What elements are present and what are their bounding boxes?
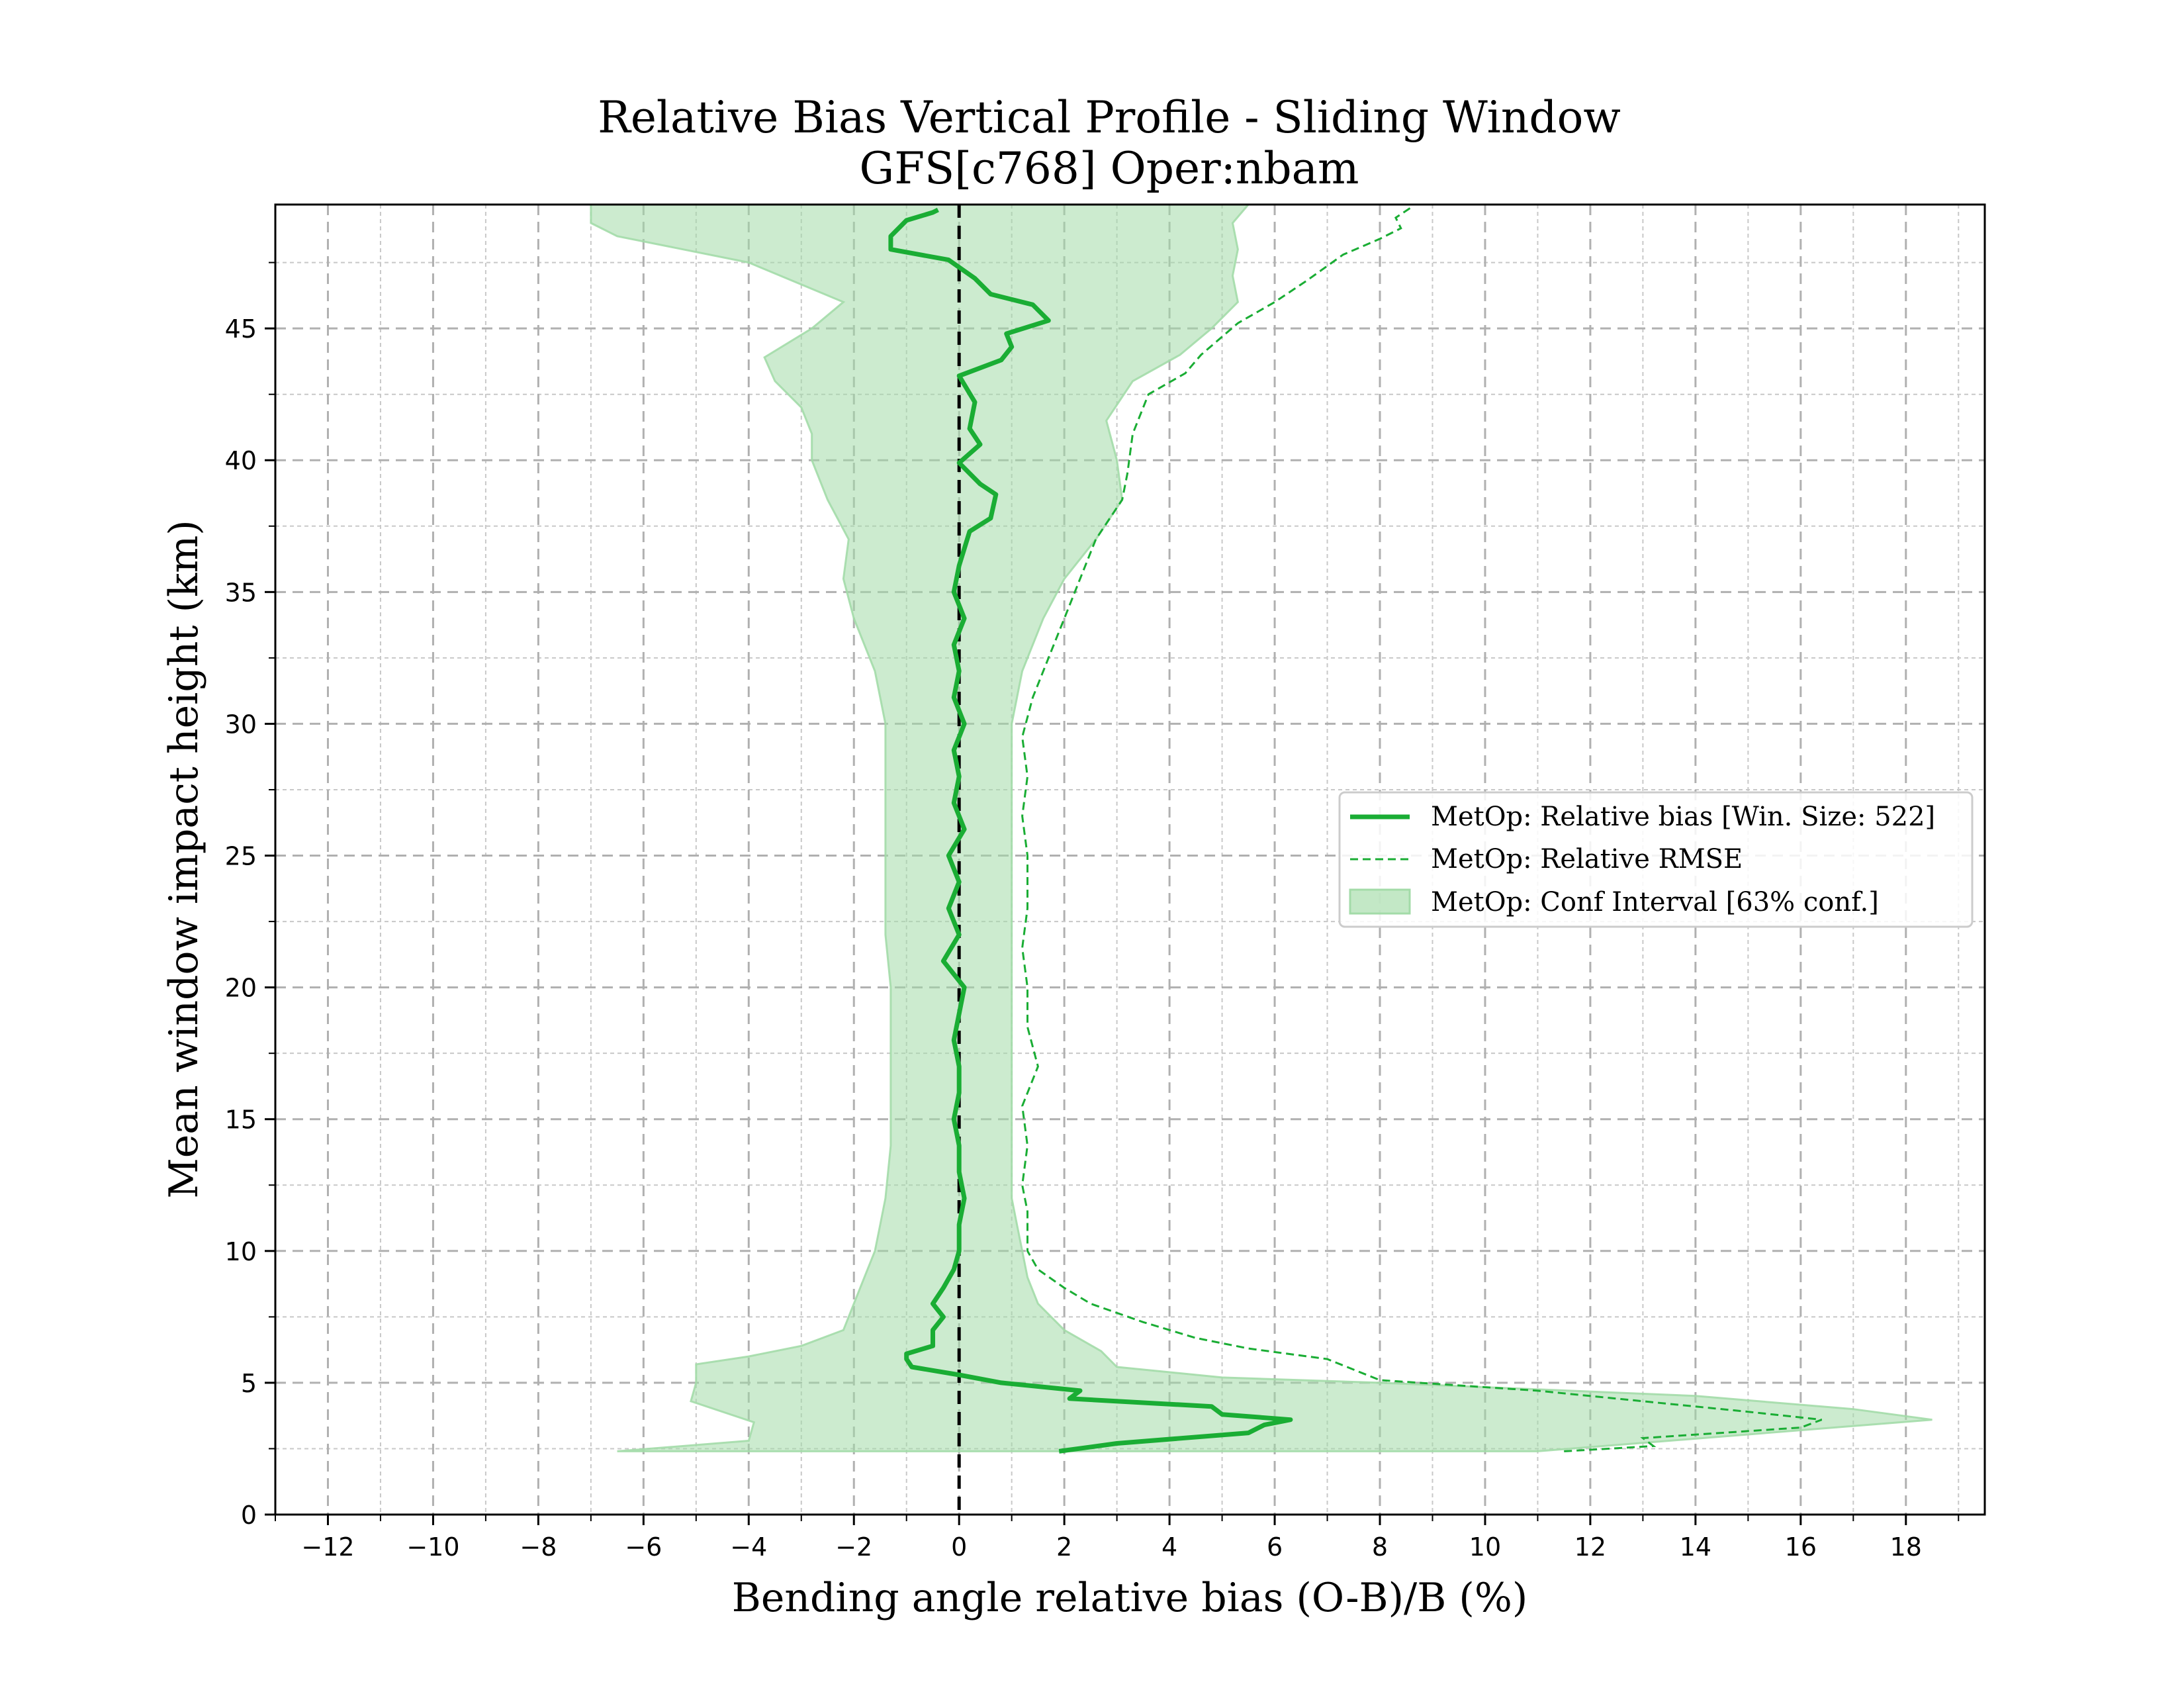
y-tick-label: 20 [225, 974, 257, 1003]
legend-ci-swatch [1349, 888, 1411, 915]
relative-bias-line [888, 207, 1293, 1454]
y-axis-label: Mean window impact height (km) [161, 520, 207, 1198]
y-tick-label: 10 [225, 1237, 257, 1266]
x-tick-label: −10 [406, 1532, 459, 1562]
minor-grid [269, 205, 1985, 1521]
x-tick-label: 14 [1680, 1532, 1711, 1562]
y-tick-label: 40 [225, 446, 257, 475]
x-tick-label: 12 [1574, 1532, 1606, 1562]
legend-box [1338, 791, 1974, 928]
legend: MetOp: Relative bias [Win. Size: 522] Me… [1338, 791, 1974, 928]
x-axis-ticks: −12 −10 −8 −6 −4 −2 0 2 4 6 8 10 12 14 16 18 [301, 1515, 1922, 1562]
relative-rmse-line [1021, 206, 1823, 1452]
x-tick-label: 2 [1056, 1532, 1072, 1562]
legend-bias-label: MetOp: Relative bias [Win. Size: 522] [1431, 802, 1935, 832]
x-tick-label: 10 [1469, 1532, 1501, 1562]
x-tick-label: −4 [730, 1532, 767, 1562]
y-tick-label: 30 [225, 710, 257, 739]
y-tick-label: 15 [225, 1105, 257, 1135]
y-tick-label: 5 [241, 1369, 257, 1398]
chart-subtitle: GFS[c768] Oper:nbam [859, 143, 1359, 194]
legend-rmse-label: MetOp: Relative RMSE [1431, 844, 1743, 874]
confidence-interval-band [590, 205, 1933, 1452]
x-tick-label: 18 [1890, 1532, 1922, 1562]
y-tick-label: 45 [225, 314, 257, 344]
x-axis-label: Bending angle relative bias (O-B)/B (%) [732, 1575, 1528, 1621]
x-tick-label: −6 [625, 1532, 662, 1562]
y-tick-label: 0 [241, 1501, 257, 1530]
chart-title: Relative Bias Vertical Profile - Sliding… [598, 92, 1621, 143]
x-tick-label: 8 [1372, 1532, 1388, 1562]
y-tick-label: 25 [225, 842, 257, 871]
y-tick-label: 35 [225, 578, 257, 607]
x-tick-label: 0 [951, 1532, 967, 1562]
x-tick-label: 16 [1785, 1532, 1817, 1562]
x-tick-label: −8 [520, 1532, 557, 1562]
legend-ci-label: MetOp: Conf Interval [63% conf.] [1431, 887, 1879, 917]
y-axis-ticks: 0 5 10 15 20 25 30 35 40 45 [225, 314, 275, 1530]
x-tick-label: 6 [1267, 1532, 1283, 1562]
x-tick-label: −12 [301, 1532, 354, 1562]
x-tick-label: −2 [835, 1532, 872, 1562]
x-tick-label: 4 [1161, 1532, 1177, 1562]
axes-frame [274, 203, 1986, 1516]
